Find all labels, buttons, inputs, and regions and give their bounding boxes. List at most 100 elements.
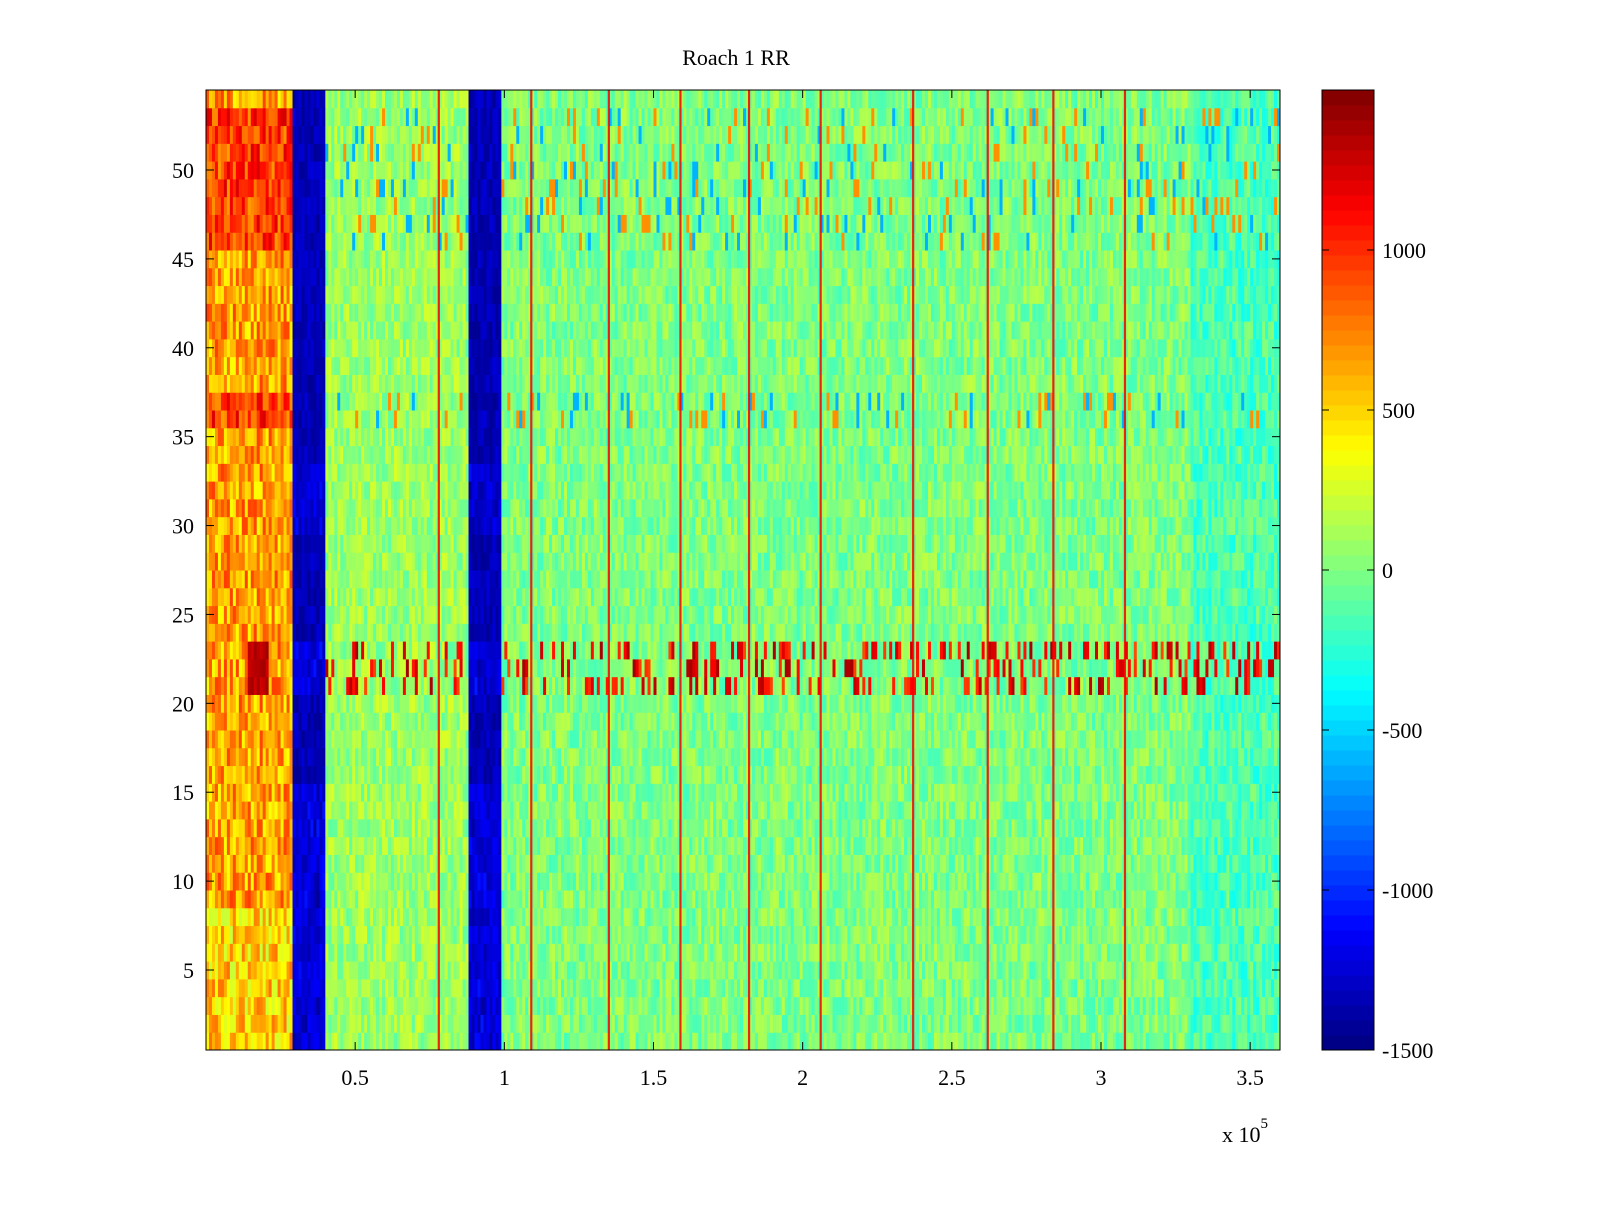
- heatmap-cell: [982, 801, 985, 819]
- heatmap-cell: [698, 997, 701, 1015]
- heatmap-cell: [212, 819, 215, 837]
- heatmap-cell: [642, 837, 645, 855]
- heatmap-cell: [1182, 926, 1185, 944]
- heatmap-cell: [1116, 926, 1119, 944]
- heatmap-cell: [976, 943, 979, 961]
- heatmap-cell: [540, 961, 543, 979]
- heatmap-cell: [600, 943, 603, 961]
- heatmap-cell: [415, 819, 418, 837]
- heatmap-cell: [1014, 872, 1017, 890]
- heatmap-cell: [713, 979, 716, 997]
- heatmap-cell: [737, 819, 740, 837]
- heatmap-cell: [266, 979, 269, 997]
- heatmap-cell: [558, 837, 561, 855]
- heatmap-cell: [361, 961, 364, 979]
- heatmap-cell: [591, 926, 594, 944]
- heatmap-cell: [695, 926, 698, 944]
- heatmap-cell: [659, 979, 662, 997]
- heatmap-cell: [707, 1032, 710, 1050]
- heatmap-cell: [946, 872, 949, 890]
- heatmap-cell: [1000, 890, 1003, 908]
- heatmap-cell: [922, 872, 925, 890]
- heatmap-cell: [806, 979, 809, 997]
- heatmap-cell: [278, 1032, 281, 1050]
- heatmap-cell: [940, 943, 943, 961]
- heatmap-cell: [421, 1014, 424, 1032]
- heatmap-cell: [1176, 890, 1179, 908]
- heatmap-cell: [412, 819, 415, 837]
- heatmap-cell: [454, 1014, 457, 1032]
- heatmap-cell: [1173, 979, 1176, 997]
- heatmap-cell: [293, 908, 296, 926]
- heatmap-cell: [1185, 997, 1188, 1015]
- heatmap-cell: [704, 997, 707, 1015]
- heatmap-cell: [1146, 819, 1149, 837]
- heatmap-cell: [642, 926, 645, 944]
- heatmap-cell: [889, 890, 892, 908]
- heatmap-cell: [997, 801, 1000, 819]
- heatmap-cell: [934, 854, 937, 872]
- heatmap-cell: [1179, 943, 1182, 961]
- heatmap-cell: [495, 908, 498, 926]
- heatmap-cell: [206, 979, 209, 997]
- heatmap-cell: [758, 1014, 761, 1032]
- heatmap-cell: [1140, 1014, 1143, 1032]
- heatmap-cell: [233, 943, 236, 961]
- heatmap-cell: [627, 961, 630, 979]
- heatmap-cell: [1152, 819, 1155, 837]
- heatmap-cell: [907, 997, 910, 1015]
- heatmap-cell: [1158, 872, 1161, 890]
- heatmap-cell: [206, 943, 209, 961]
- heatmap-cell: [1268, 997, 1271, 1015]
- heatmap-cell: [794, 943, 797, 961]
- heatmap-cell: [841, 872, 844, 890]
- heatmap-cell: [633, 854, 636, 872]
- heatmap-cell: [570, 837, 573, 855]
- heatmap-cell: [415, 908, 418, 926]
- heatmap-cell: [1077, 872, 1080, 890]
- heatmap-cell: [454, 961, 457, 979]
- heatmap-cell: [830, 1014, 833, 1032]
- heatmap-cell: [665, 997, 668, 1015]
- heatmap-cell: [424, 837, 427, 855]
- heatmap-cell: [343, 943, 346, 961]
- heatmap-cell: [794, 801, 797, 819]
- heatmap-cell: [1196, 872, 1199, 890]
- heatmap-cell: [266, 854, 269, 872]
- heatmap-cell: [767, 979, 770, 997]
- heatmap-cell: [301, 997, 304, 1015]
- heatmap-cell: [322, 837, 325, 855]
- heatmap-cell: [659, 819, 662, 837]
- heatmap-cell: [519, 819, 522, 837]
- heatmap-cell: [442, 801, 445, 819]
- heatmap-cell: [797, 926, 800, 944]
- heatmap-cell: [391, 961, 394, 979]
- heatmap-cell: [782, 1014, 785, 1032]
- heatmap-cell: [952, 872, 955, 890]
- heatmap-cell: [1173, 1014, 1176, 1032]
- heatmap-cell: [997, 908, 1000, 926]
- heatmap-cell: [767, 872, 770, 890]
- heatmap-cell: [1009, 926, 1012, 944]
- heatmap-cell: [489, 837, 492, 855]
- heatmap-cell: [477, 908, 480, 926]
- heatmap-cell: [421, 819, 424, 837]
- heatmap-cell: [376, 1032, 379, 1050]
- heatmap-cell: [248, 979, 251, 997]
- heatmap-cell: [421, 997, 424, 1015]
- heatmap-cell: [1023, 908, 1026, 926]
- heatmap-cell: [1265, 943, 1268, 961]
- heatmap-cell: [1149, 1032, 1152, 1050]
- heatmap-cell: [668, 979, 671, 997]
- heatmap-cell: [454, 819, 457, 837]
- heatmap-cell: [507, 854, 510, 872]
- heatmap-cell: [331, 979, 334, 997]
- heatmap-cell: [1232, 926, 1235, 944]
- heatmap-cell: [272, 837, 275, 855]
- heatmap-cell: [263, 997, 266, 1015]
- heatmap-cell: [385, 801, 388, 819]
- heatmap-cell: [454, 854, 457, 872]
- heatmap-cell: [773, 854, 776, 872]
- heatmap-cell: [1116, 997, 1119, 1015]
- heatmap-cell: [1182, 890, 1185, 908]
